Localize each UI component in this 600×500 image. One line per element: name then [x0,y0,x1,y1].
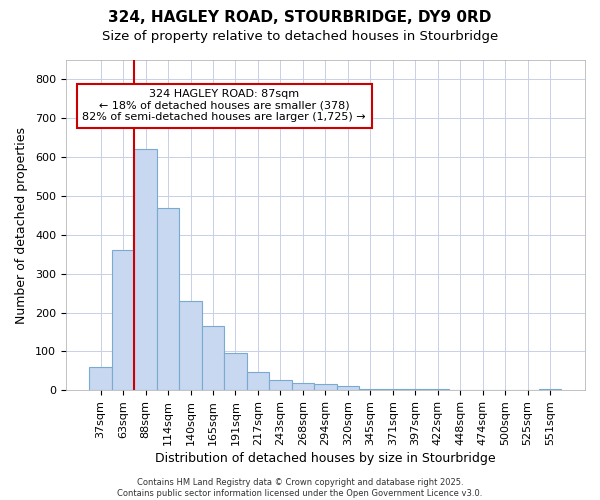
Bar [157,208,179,390]
Y-axis label: Number of detached properties: Number of detached properties [15,126,28,324]
Bar [179,301,202,390]
Bar [89,367,112,390]
Text: Contains HM Land Registry data © Crown copyright and database right 2025.
Contai: Contains HM Land Registry data © Crown c… [118,478,482,498]
Bar [269,380,292,390]
Text: 324 HAGLEY ROAD: 87sqm
← 18% of detached houses are smaller (378)
82% of semi-de: 324 HAGLEY ROAD: 87sqm ← 18% of detached… [82,89,366,122]
Text: 324, HAGLEY ROAD, STOURBRIDGE, DY9 0RD: 324, HAGLEY ROAD, STOURBRIDGE, DY9 0RD [109,10,491,25]
Bar [539,388,562,390]
Bar [224,354,247,390]
Bar [359,388,382,390]
Text: Size of property relative to detached houses in Stourbridge: Size of property relative to detached ho… [102,30,498,43]
Bar [292,383,314,390]
Bar [247,372,269,390]
Bar [382,389,404,390]
Bar [337,386,359,390]
Bar [202,326,224,390]
Bar [112,250,134,390]
X-axis label: Distribution of detached houses by size in Stourbridge: Distribution of detached houses by size … [155,452,496,465]
Bar [134,150,157,390]
Bar [314,384,337,390]
